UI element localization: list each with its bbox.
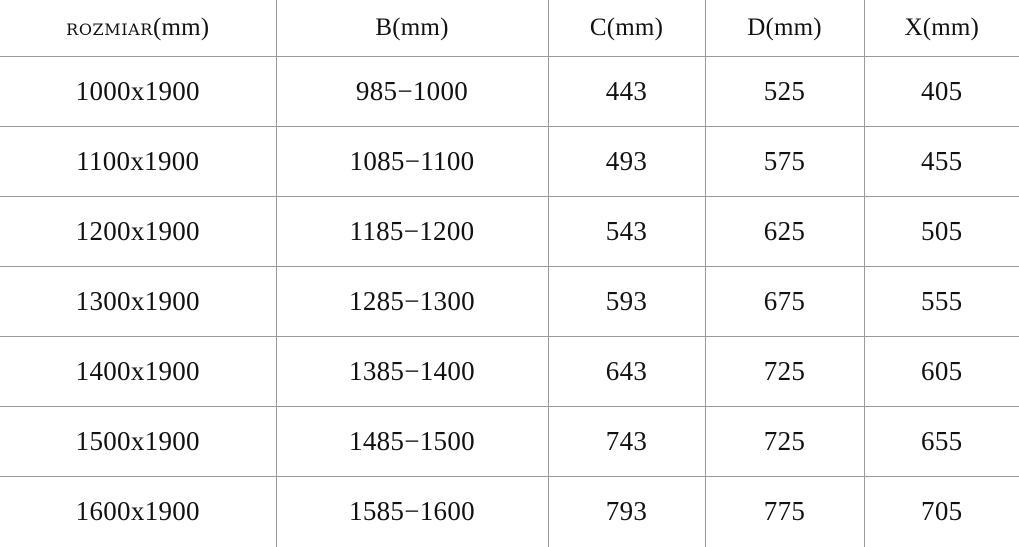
table-row: 1300x1900 1285−1300 593 675 555 [0, 267, 1019, 337]
cell-c-value: 543 [549, 218, 705, 245]
column-header-d-label: D [747, 14, 765, 41]
cell-size: 1100x1900 [0, 127, 276, 197]
header-row: ROZMIAR(mm) B(mm) C(mm) D(mm) X(mm) [0, 0, 1019, 57]
cell-b: 1185−1200 [276, 197, 548, 267]
cell-d-value: 725 [706, 428, 864, 455]
cell-c: 493 [548, 127, 705, 197]
cell-d-value: 525 [706, 78, 864, 105]
cell-x-value: 505 [865, 218, 1019, 245]
cell-b: 985−1000 [276, 57, 548, 127]
column-header-x-unit: (mm) [923, 14, 979, 41]
cell-c-value: 643 [549, 358, 705, 385]
cell-d: 725 [705, 407, 864, 477]
cell-b-value: 1585−1600 [277, 498, 548, 525]
cell-x-value: 655 [865, 428, 1019, 455]
cell-d-value: 775 [706, 498, 864, 525]
cell-c-value: 593 [549, 288, 705, 315]
cell-b-value: 985−1000 [277, 78, 548, 105]
column-header-b: B(mm) [276, 0, 548, 57]
cell-x-value: 555 [865, 288, 1019, 315]
table-row: 1600x1900 1585−1600 793 775 705 [0, 477, 1019, 547]
cell-size-value: 1100x1900 [0, 148, 276, 175]
cell-c-value: 743 [549, 428, 705, 455]
column-header-x-label: X [904, 14, 922, 41]
cell-d: 775 [705, 477, 864, 547]
cell-size: 1500x1900 [0, 407, 276, 477]
column-header-rozmiar-unit: (mm) [153, 14, 209, 41]
cell-d-value: 575 [706, 148, 864, 175]
column-header-d: D(mm) [705, 0, 864, 57]
column-header-d-unit: (mm) [765, 14, 821, 41]
cell-b-value: 1285−1300 [277, 288, 548, 315]
table-body: 1000x1900 985−1000 443 525 405 1100x1900… [0, 57, 1019, 547]
cell-x: 405 [864, 57, 1019, 127]
cell-x: 555 [864, 267, 1019, 337]
cell-c: 643 [548, 337, 705, 407]
column-header-c-unit: (mm) [607, 14, 663, 41]
column-header-b-label: B [375, 14, 392, 41]
cell-d-value: 625 [706, 218, 864, 245]
table-row: 1400x1900 1385−1400 643 725 605 [0, 337, 1019, 407]
cell-size: 1300x1900 [0, 267, 276, 337]
table-row: 1200x1900 1185−1200 543 625 505 [0, 197, 1019, 267]
cell-size: 1200x1900 [0, 197, 276, 267]
cell-b: 1385−1400 [276, 337, 548, 407]
cell-c-value: 493 [549, 148, 705, 175]
cell-x: 505 [864, 197, 1019, 267]
cell-c-value: 443 [549, 78, 705, 105]
cell-d: 725 [705, 337, 864, 407]
cell-size: 1000x1900 [0, 57, 276, 127]
cell-size-value: 1500x1900 [0, 428, 276, 455]
cell-size-value: 1200x1900 [0, 218, 276, 245]
cell-b: 1585−1600 [276, 477, 548, 547]
cell-d-value: 675 [706, 288, 864, 315]
cell-b: 1085−1100 [276, 127, 548, 197]
cell-c-value: 793 [549, 498, 705, 525]
cell-c: 743 [548, 407, 705, 477]
column-header-rozmiar-label: ROZMIAR [66, 20, 153, 39]
column-header-c: C(mm) [548, 0, 705, 57]
cell-x: 605 [864, 337, 1019, 407]
cell-x: 705 [864, 477, 1019, 547]
cell-b-value: 1385−1400 [277, 358, 548, 385]
cell-b: 1485−1500 [276, 407, 548, 477]
column-header-rozmiar: ROZMIAR(mm) [0, 0, 276, 57]
column-header-c-label: C [590, 14, 607, 41]
cell-c: 543 [548, 197, 705, 267]
cell-c: 793 [548, 477, 705, 547]
table-row: 1100x1900 1085−1100 493 575 455 [0, 127, 1019, 197]
cell-d: 575 [705, 127, 864, 197]
cell-d: 525 [705, 57, 864, 127]
cell-size: 1600x1900 [0, 477, 276, 547]
cell-c: 593 [548, 267, 705, 337]
cell-x-value: 455 [865, 148, 1019, 175]
cell-b-value: 1185−1200 [277, 218, 548, 245]
cell-x: 455 [864, 127, 1019, 197]
cell-size-value: 1000x1900 [0, 78, 276, 105]
cell-d: 675 [705, 267, 864, 337]
cell-size-value: 1400x1900 [0, 358, 276, 385]
cell-x-value: 705 [865, 498, 1019, 525]
table-row: 1500x1900 1485−1500 743 725 655 [0, 407, 1019, 477]
cell-d: 625 [705, 197, 864, 267]
table-header: ROZMIAR(mm) B(mm) C(mm) D(mm) X(mm) [0, 0, 1019, 57]
cell-b-value: 1085−1100 [277, 148, 548, 175]
column-header-b-unit: (mm) [392, 14, 448, 41]
column-header-x: X(mm) [864, 0, 1019, 57]
cell-b: 1285−1300 [276, 267, 548, 337]
cell-b-value: 1485−1500 [277, 428, 548, 455]
cell-x: 655 [864, 407, 1019, 477]
cell-x-value: 405 [865, 78, 1019, 105]
cell-size: 1400x1900 [0, 337, 276, 407]
cell-d-value: 725 [706, 358, 864, 385]
cell-size-value: 1600x1900 [0, 498, 276, 525]
cell-size-value: 1300x1900 [0, 288, 276, 315]
cell-c: 443 [548, 57, 705, 127]
table-row: 1000x1900 985−1000 443 525 405 [0, 57, 1019, 127]
cell-x-value: 605 [865, 358, 1019, 385]
